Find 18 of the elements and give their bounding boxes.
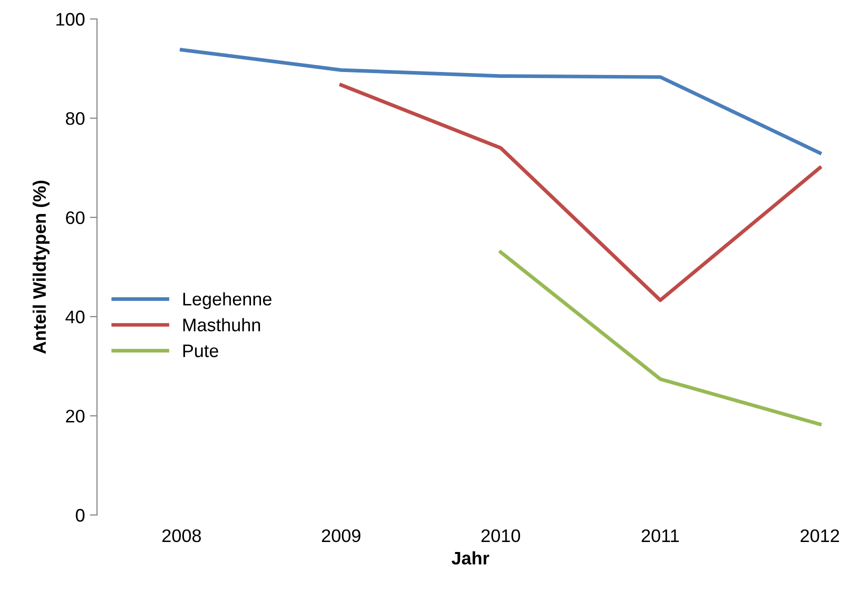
line-series [339,83,822,302]
x-tick-label: 2008 [162,529,201,542]
y-axis-title: Anteil Wildtypen (%) [32,180,50,354]
x-axis-title: Jahr [452,551,490,565]
y-tick-label: 60 [66,211,84,224]
x-tick-label: 2009 [322,529,360,542]
y-tick-label: 20 [66,410,84,423]
y-tick-label: 100 [56,12,84,26]
x-tick-label: 2010 [482,529,520,542]
legend-label: Pute [183,344,218,358]
y-tick-label: 0 [76,508,84,522]
x-tick-label: 2011 [642,529,679,542]
line-series [180,48,822,155]
y-tick-label: 40 [66,310,84,324]
legend-label: Masthuhn [183,318,260,332]
y-tick-label: 80 [66,112,84,125]
legend-label: Legehenne [183,292,272,310]
x-tick-label: 2012 [800,529,840,542]
